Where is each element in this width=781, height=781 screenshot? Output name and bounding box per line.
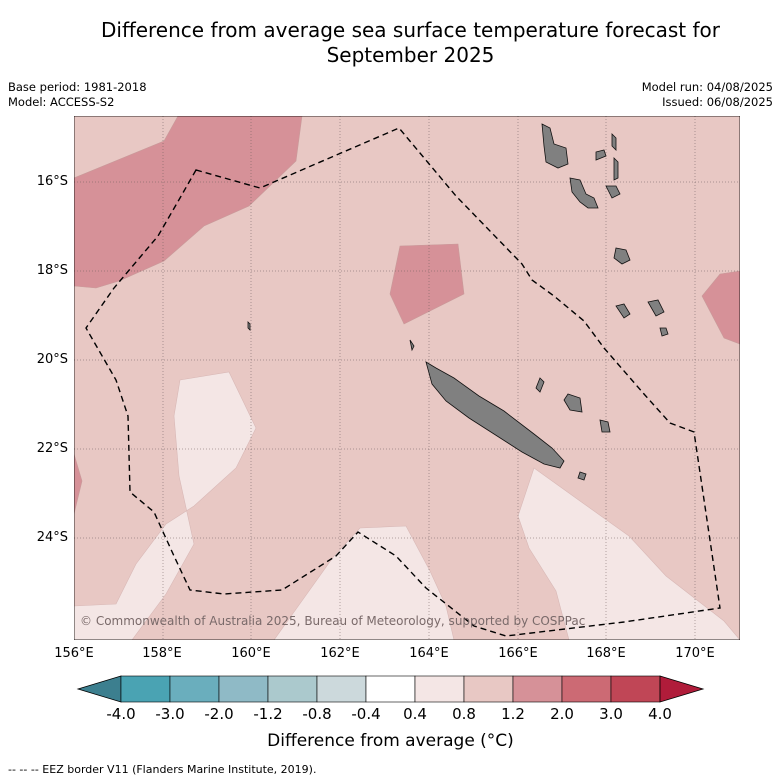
colorbar-segment <box>414 675 465 703</box>
anomaly-region-cool-se <box>517 467 740 640</box>
grid-lines <box>74 116 740 640</box>
colorbar-segment <box>512 675 563 703</box>
land-masses <box>247 123 669 481</box>
vanuatu-espiritu-santo <box>541 123 569 169</box>
colorbar-tick-label: -1.2 <box>253 705 283 723</box>
vanuatu-erromango <box>647 299 665 317</box>
belep-islet <box>409 339 415 352</box>
eez-border <box>85 127 721 637</box>
latitude-tick-label: 16°S <box>36 174 68 189</box>
title-line-1: Difference from average sea surface temp… <box>100 18 720 42</box>
colorbar-segment <box>365 675 416 703</box>
latitude-tick-label: 22°S <box>36 441 68 456</box>
vanuatu-south <box>613 247 631 265</box>
longitude-tick-label: 160°E <box>231 646 271 661</box>
title-line-2: September 2025 <box>326 43 495 67</box>
issued-date: Issued: 06/08/2025 <box>662 95 773 109</box>
longitude-tick-label: 170°E <box>675 646 715 661</box>
colorbar-tick-label: 0.8 <box>452 705 476 723</box>
vanuatu-north-2 <box>595 149 607 161</box>
vanuatu-north-1 <box>611 133 617 151</box>
colorbar-tick-label: 2.0 <box>550 705 574 723</box>
colorbar-tick-label: -0.4 <box>351 705 381 723</box>
vanuatu-efate <box>615 303 631 319</box>
vanuatu-ambrym <box>605 185 621 199</box>
colorbar-segment <box>267 675 318 703</box>
colorbar-tick-label: -4.0 <box>106 705 136 723</box>
colorbar-extend-high <box>659 675 705 703</box>
meta-right: Model run: 04/08/2025 Issued: 06/08/2025 <box>642 80 773 110</box>
colorbar-extend-low <box>76 675 122 703</box>
meta-left: Base period: 1981-2018 Model: ACCESS-S2 <box>8 80 147 110</box>
model-run: Model run: 04/08/2025 <box>641 80 773 94</box>
longitude-tick-label: 164°E <box>409 646 449 661</box>
anomaly-region-warm-east <box>701 270 740 345</box>
anomaly-region-cool-south <box>273 525 455 640</box>
latitude-tick-label: 18°S <box>36 263 68 278</box>
isle-of-pines <box>577 471 587 481</box>
colorbar-label: Difference from average (°C) <box>267 731 514 751</box>
colorbar-segment <box>218 675 269 703</box>
colorbar-segment <box>561 675 612 703</box>
colorbar-tick-label: 0.4 <box>403 705 427 723</box>
eez-legend-note: -- -- -- EEZ border V11 (Flanders Marine… <box>8 763 317 776</box>
longitude-tick-label: 162°E <box>320 646 360 661</box>
colorbar <box>76 675 705 703</box>
chart-title: Difference from average sea surface temp… <box>40 18 781 68</box>
anomaly-region-warm-west <box>74 453 83 515</box>
longitude-tick-label: 168°E <box>586 646 626 661</box>
anomaly-region-warm-center <box>389 243 465 325</box>
vanuatu-malekula <box>569 177 599 209</box>
copyright-text: © Commonwealth of Australia 2025, Bureau… <box>80 614 586 628</box>
sst-anomaly-map <box>74 116 740 640</box>
colorbar-tick-label: 3.0 <box>599 705 623 723</box>
chesterfield-islet <box>247 321 251 331</box>
longitude-tick-label: 156°E <box>54 646 94 661</box>
latitude-tick-label: 24°S <box>36 530 68 545</box>
loyalty-mare <box>599 419 611 433</box>
colorbar-tick-label: 1.2 <box>501 705 525 723</box>
base-period: Base period: 1981-2018 <box>8 80 147 94</box>
colorbar-segment <box>169 675 220 703</box>
colorbar-segment <box>610 675 661 703</box>
loyalty-ouvea <box>535 377 545 393</box>
vanuatu-tanna <box>659 327 669 337</box>
anomaly-region-cool-sw <box>74 371 257 640</box>
longitude-tick-label: 166°E <box>498 646 538 661</box>
anomaly-region-warm-nw <box>74 116 303 289</box>
colorbar-tick-label: 4.0 <box>648 705 672 723</box>
colorbar-segment <box>316 675 367 703</box>
colorbar-tick-label: -0.8 <box>302 705 332 723</box>
colorbar-segment <box>120 675 171 703</box>
loyalty-lifou <box>563 393 583 413</box>
new-caledonia-island <box>425 361 565 469</box>
colorbar-tick-label: -3.0 <box>155 705 185 723</box>
model-name: Model: ACCESS-S2 <box>8 95 115 109</box>
colorbar-segment <box>463 675 514 703</box>
longitude-tick-label: 158°E <box>142 646 182 661</box>
colorbar-tick-label: -2.0 <box>204 705 234 723</box>
vanuatu-pentecost <box>613 157 619 181</box>
latitude-tick-label: 20°S <box>36 352 68 367</box>
